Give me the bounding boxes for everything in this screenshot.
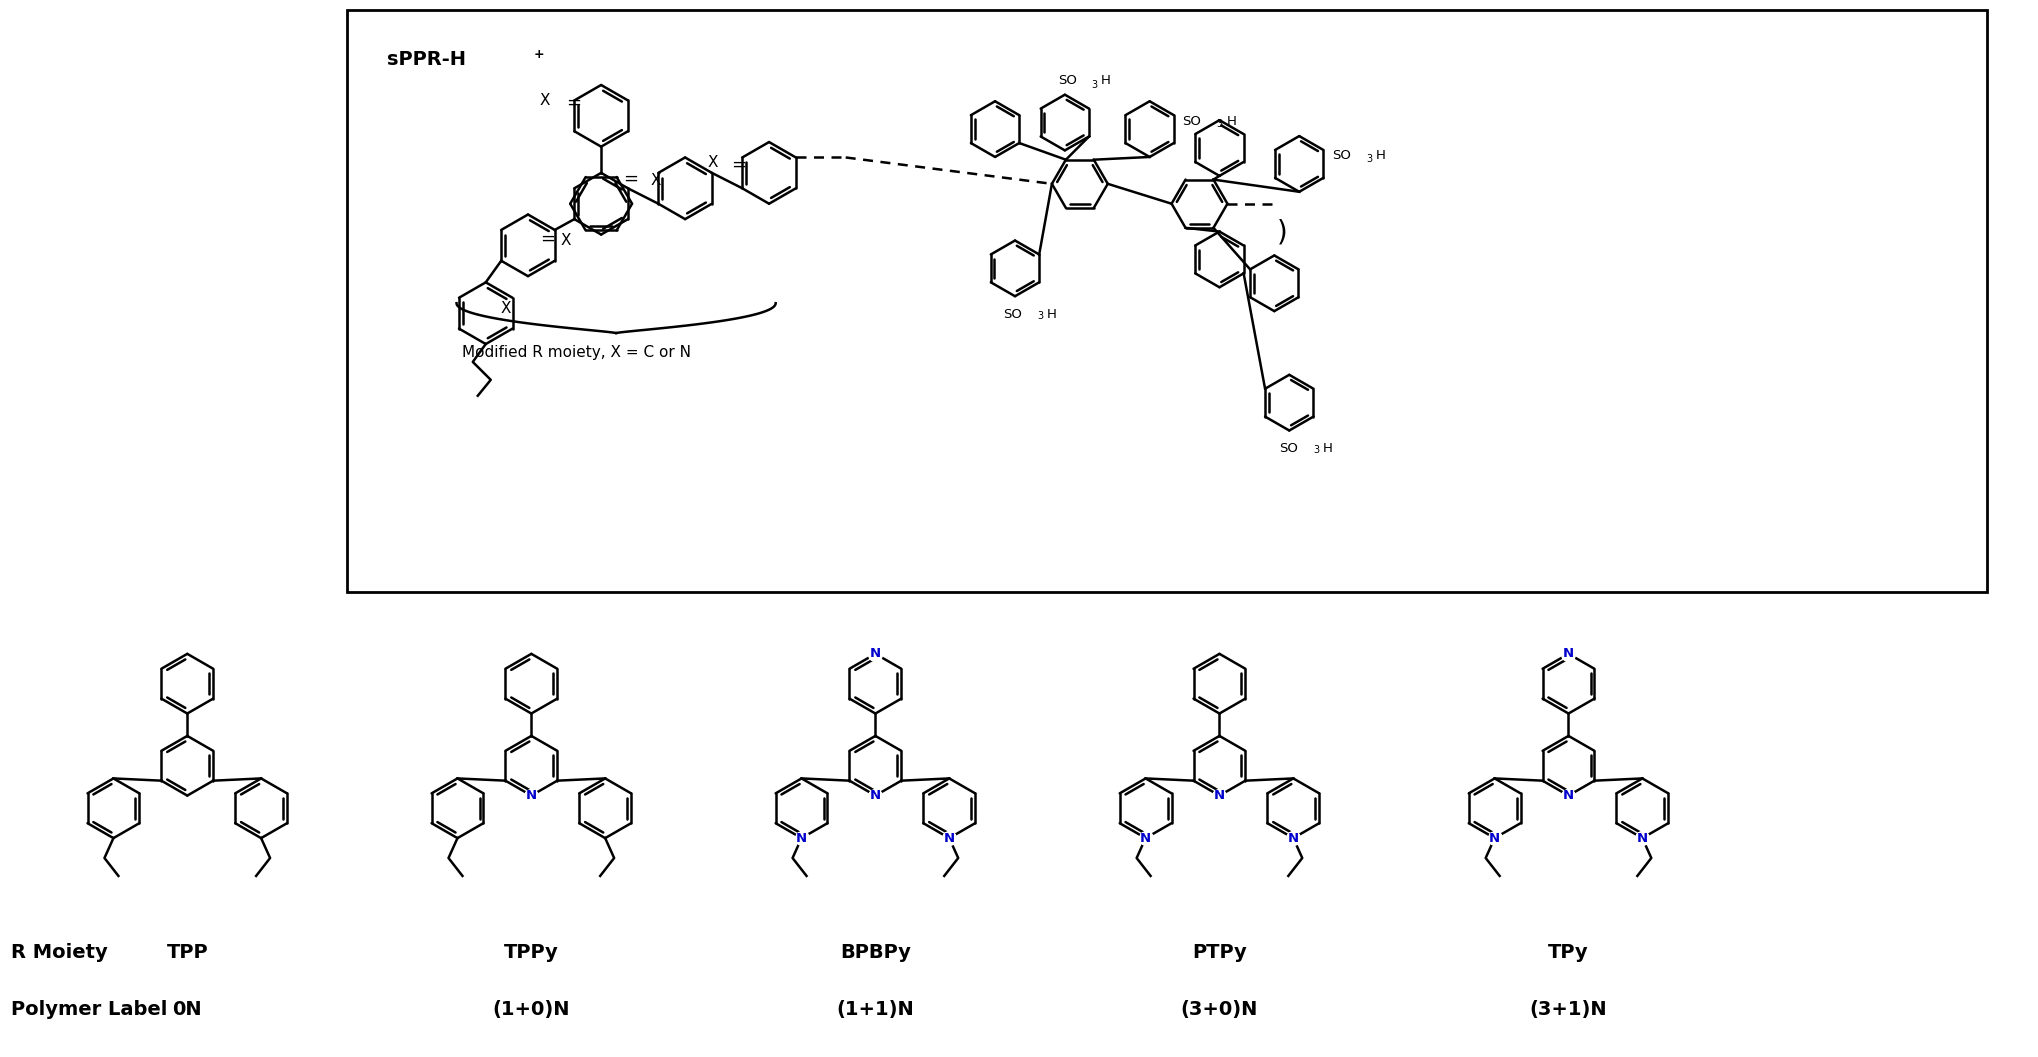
Text: H: H	[1101, 74, 1111, 87]
Text: (1+1)N: (1+1)N	[836, 1000, 915, 1019]
Text: =: =	[732, 156, 746, 174]
Text: SO: SO	[1333, 149, 1351, 163]
Text: 3: 3	[1217, 119, 1223, 129]
Text: H: H	[1227, 114, 1237, 128]
Text: H: H	[1376, 149, 1386, 163]
Text: N: N	[1563, 790, 1573, 802]
Text: N: N	[797, 832, 807, 845]
Text: N: N	[1139, 832, 1151, 845]
Text: N: N	[1490, 832, 1500, 845]
Text: 3: 3	[1037, 311, 1043, 321]
Bar	[346, 10, 1987, 592]
Text: N: N	[1563, 647, 1573, 661]
Text: PTPy: PTPy	[1192, 943, 1247, 962]
Text: SO: SO	[1003, 309, 1021, 321]
Text: SO: SO	[1182, 114, 1202, 128]
Text: (3+1)N: (3+1)N	[1531, 1000, 1608, 1019]
Text: X: X	[501, 300, 512, 316]
Text: N: N	[1215, 790, 1225, 802]
Text: X: X	[540, 93, 550, 109]
Text: X: X	[650, 173, 660, 188]
Text: N: N	[870, 790, 880, 802]
Text: 0N: 0N	[173, 1000, 202, 1019]
Text: SO: SO	[1058, 74, 1076, 87]
Text: TPPy: TPPy	[503, 943, 558, 962]
Text: TPy: TPy	[1549, 943, 1590, 962]
Text: (3+0)N: (3+0)N	[1180, 1000, 1257, 1019]
Text: N: N	[944, 832, 954, 845]
Text: 3: 3	[1312, 445, 1319, 456]
Text: N: N	[526, 790, 536, 802]
Text: H: H	[1048, 309, 1058, 321]
Text: =: =	[540, 229, 554, 247]
Text: X: X	[707, 155, 717, 170]
Text: N: N	[870, 647, 880, 661]
Text: Polymer Label: Polymer Label	[10, 1000, 167, 1019]
Text: 3: 3	[1092, 79, 1098, 90]
Text: R Moiety: R Moiety	[10, 943, 108, 962]
Text: N: N	[1637, 832, 1649, 845]
Text: BPBPy: BPBPy	[840, 943, 911, 962]
Text: sPPR-H: sPPR-H	[387, 50, 467, 69]
Text: 3: 3	[1365, 154, 1372, 164]
Text: =: =	[624, 169, 638, 187]
Text: +: +	[534, 48, 544, 60]
Text: (1+0)N: (1+0)N	[493, 1000, 571, 1019]
Text: TPP: TPP	[167, 943, 208, 962]
Text: N: N	[1288, 832, 1298, 845]
Text: =: =	[567, 94, 581, 112]
Text: H: H	[1323, 443, 1333, 456]
Text: Modified R moiety, X = C or N: Modified R moiety, X = C or N	[461, 345, 691, 360]
Text: SO: SO	[1280, 443, 1298, 456]
Text: ): )	[1278, 219, 1288, 246]
Text: X: X	[560, 233, 571, 248]
